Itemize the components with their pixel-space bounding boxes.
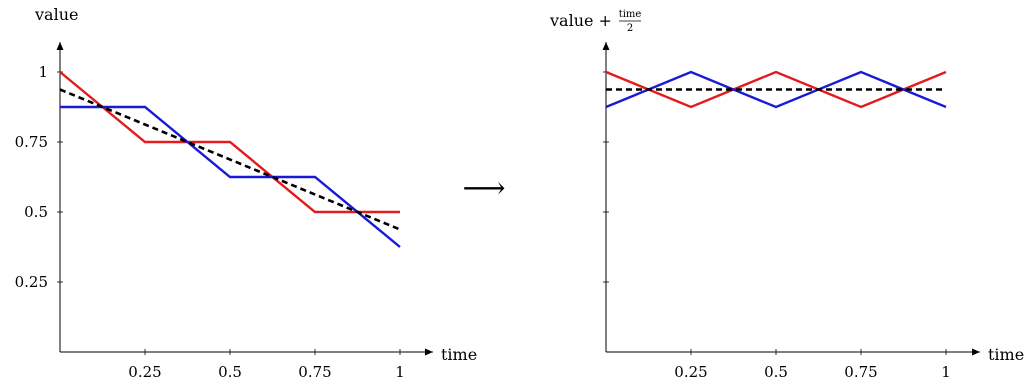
- y-axis-label: value + time 2: [549, 9, 641, 34]
- x-tick-label: 0.75: [298, 363, 331, 381]
- series-red: [605, 70, 947, 109]
- x-axis-label: time: [988, 345, 1024, 364]
- x-tick-label: 1: [395, 363, 405, 381]
- series-blue: [605, 70, 947, 109]
- x-axis-arrowhead: [425, 348, 433, 356]
- x-axis-label: time: [441, 345, 477, 364]
- y-axis-label-text: value +: [549, 11, 612, 30]
- y-tick-label: 0.75: [15, 133, 48, 151]
- series-blue: [60, 105, 401, 248]
- y-tick-label: 0.25: [15, 273, 48, 291]
- y-tick-label: 1: [38, 63, 48, 81]
- x-tick-label: 0.75: [844, 363, 877, 381]
- x-axis-arrowhead: [972, 348, 980, 356]
- x-tick-label: 0.25: [128, 363, 161, 381]
- y-label-fraction-denominator: 2: [627, 23, 633, 34]
- y-axis-arrowhead: [56, 42, 64, 50]
- x-tick-label: 1: [941, 363, 951, 381]
- y-label-fraction-numerator: time: [619, 9, 642, 20]
- y-tick-label: 0.5: [24, 203, 48, 221]
- x-tick-label: 0.5: [764, 363, 788, 381]
- series-dashed-black: [59, 88, 401, 231]
- transform-arrow: ⟶: [462, 171, 505, 206]
- left-chart: 0.25 0.5 0.75 1 0.25 0.5 0.75 1 time value: [15, 5, 478, 381]
- right-chart: 0.25 0.5 0.75 1 time value + time 2: [549, 9, 1024, 381]
- series-red: [59, 71, 400, 214]
- y-axis-arrowhead: [602, 42, 610, 50]
- y-axis-label: value: [34, 5, 78, 24]
- x-tick-label: 0.25: [674, 363, 707, 381]
- x-tick-label: 0.5: [218, 363, 242, 381]
